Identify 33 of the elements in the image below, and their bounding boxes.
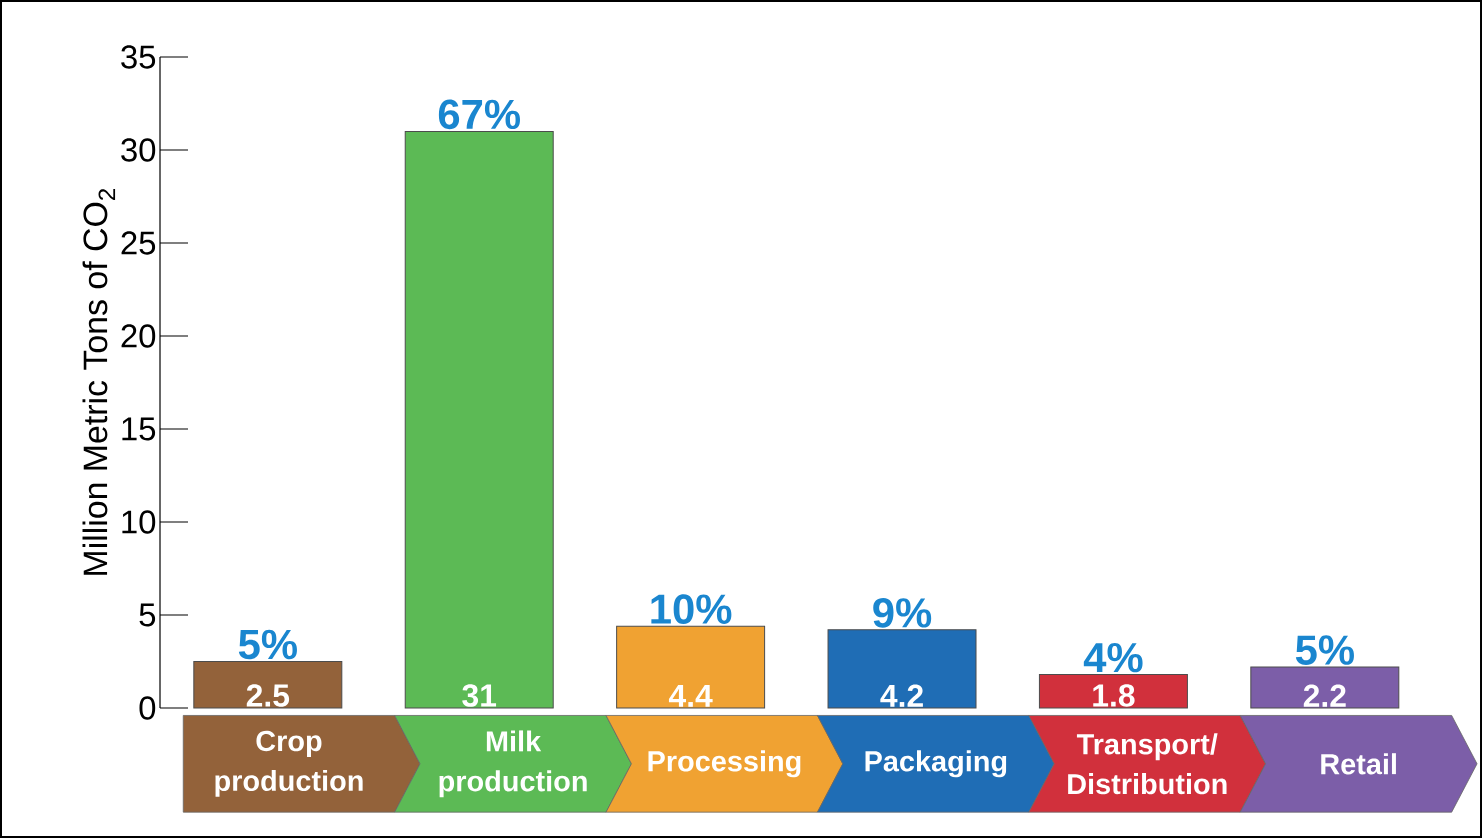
- annotation: 9%: [873, 598, 932, 628]
- x-tick-label: Retail: [1321, 753, 1396, 775]
- x-tick-label: Transport/ Distribution: [1068, 733, 1227, 795]
- y-tick-label: 5: [139, 603, 156, 627]
- y-axis-title: Million Metric Tons of CO$_{2}$: [82, 189, 116, 575]
- annotation: 67%: [438, 99, 520, 130]
- data-label: 31: [462, 684, 497, 707]
- data-label: 4.4: [668, 684, 713, 707]
- y-tick-label: 15: [122, 417, 156, 441]
- data-label: 2.2: [1303, 684, 1346, 707]
- annotation: 5%: [238, 629, 297, 660]
- x-tick-label: Milk production: [439, 730, 587, 798]
- bar: [193, 661, 343, 709]
- x-tick-label: Processing: [648, 750, 801, 778]
- annotation: 4%: [1083, 642, 1143, 673]
- data-label: 4.2: [880, 684, 923, 707]
- data-label: 1.8: [1093, 684, 1135, 707]
- bar: [616, 625, 766, 709]
- x-tick-label: Crop production: [215, 730, 363, 797]
- bar: [1250, 666, 1400, 709]
- bar: [1038, 674, 1188, 709]
- y-tick-label: 25: [121, 231, 156, 255]
- y-tick-label: 0: [139, 696, 156, 720]
- annotation: 10%: [651, 594, 732, 624]
- y-tick-label: 20: [121, 324, 156, 348]
- bar: [404, 130, 554, 709]
- annotation: 5%: [1295, 635, 1354, 665]
- y-tick-label: 10: [122, 510, 156, 534]
- bar: [827, 629, 977, 709]
- data-label: 2.5: [246, 684, 290, 707]
- y-tick-label: 30: [121, 138, 156, 162]
- y-tick-label: 35: [121, 45, 156, 69]
- x-tick-label: Packaging: [865, 750, 1007, 778]
